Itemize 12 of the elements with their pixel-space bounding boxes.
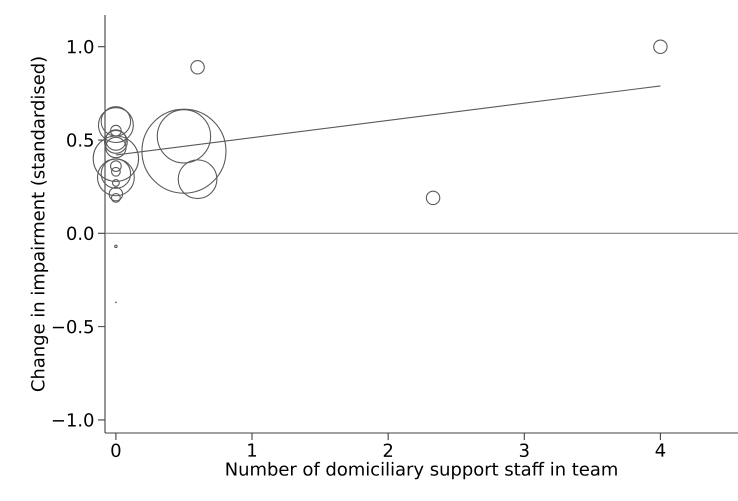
y-axis-title: Change in impairment (standardised) [30,57,48,392]
x-axis-title: Number of domiciliary support staff in team [226,462,617,480]
x-tick-label: 4 [656,444,666,457]
y-tick-label: −0.5 [52,320,93,334]
y-tick-label: 1.0 [68,40,94,54]
x-tick-label: 2 [384,444,392,457]
x-tick-label: 1 [248,444,256,457]
y-tick-label: 0.0 [67,226,94,240]
x-tick-label: 3 [520,444,529,458]
y-tick-label: −1.0 [52,413,94,427]
y-tick-label: 0.5 [67,133,93,147]
x-tick-label: 0 [111,444,120,458]
